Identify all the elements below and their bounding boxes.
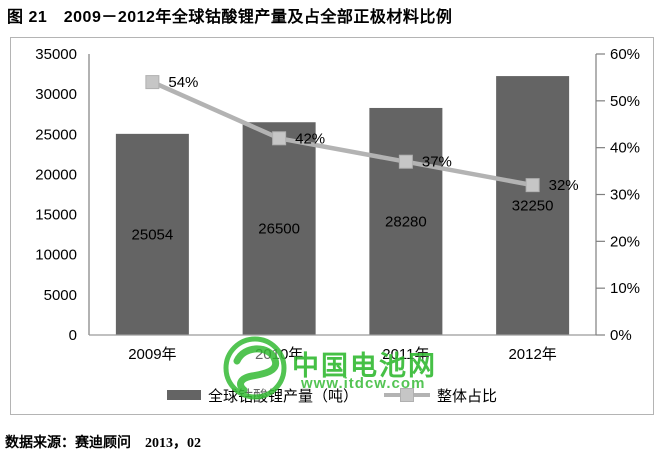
ratio-label-32%: 32% (549, 177, 579, 194)
chart-area: 0 5000 10000 15000 20000 25000 30000 35000 0% 10%… (10, 37, 654, 415)
ratio-label-42%: 42% (295, 130, 325, 147)
right-axis-label-30%: 30% (610, 187, 640, 204)
bar-2009年 (115, 133, 189, 335)
x-axis-label-2012年: 2012年 (508, 346, 556, 363)
legend-item-ratio: 整体占比 (384, 385, 497, 406)
left-axis-label-30000: 30000 (35, 86, 77, 103)
data-source: 数据来源：赛迪顾问 2013，02 (5, 436, 201, 451)
bar-2012年 (496, 76, 570, 336)
ratio-label-54%: 54% (168, 74, 198, 91)
bar-value-26500: 26500 (258, 221, 300, 238)
right-axis-label-10%: 10% (610, 280, 640, 297)
legend-bar-swatch (166, 390, 201, 400)
legend-bar-label: 全球钴酸锂产量（吨） (207, 387, 358, 405)
left-axis-label-20000: 20000 (35, 166, 77, 183)
ratio-marker-2009年 (145, 75, 160, 90)
left-axis-label-35000: 35000 (35, 46, 77, 63)
ratio-label-37%: 37% (422, 154, 452, 171)
legend: 全球钴酸锂产量（吨） 整体占比 (11, 385, 653, 406)
bar-value-25054: 25054 (132, 226, 174, 243)
ratio-line (151, 80, 534, 188)
legend-line-marker (400, 388, 414, 402)
bar-value-28280: 28280 (385, 213, 427, 230)
ratio-marker-2011年 (398, 154, 413, 169)
legend-line-swatch (384, 388, 430, 402)
right-axis-label-0%: 0% (610, 327, 632, 344)
ratio-marker-2012年 (525, 178, 540, 193)
x-axis-label-2010年: 2010年 (255, 346, 303, 363)
right-axis-label-50%: 50% (610, 93, 640, 110)
x-axis-label-2009年: 2009年 (128, 346, 176, 363)
bar-value-32250: 32250 (512, 198, 554, 215)
ratio-marker-2010年 (272, 131, 287, 146)
legend-item-production: 全球钴酸锂产量（吨） (166, 385, 358, 406)
legend-line-label: 整体占比 (437, 387, 498, 405)
left-axis-label-15000: 15000 (35, 207, 77, 224)
x-axis-label-2011年: 2011年 (382, 346, 429, 363)
figure-title: 图 21 2009－2012年全球钴酸锂产量及占全部正极材料比例 (7, 9, 453, 26)
bar-2011年 (369, 107, 443, 336)
right-axis-label-20%: 20% (610, 233, 640, 250)
right-axis-label-40%: 40% (610, 140, 640, 157)
bar-2010年 (242, 122, 316, 335)
left-axis-label-25000: 25000 (35, 126, 77, 143)
left-axis-label-5000: 5000 (44, 287, 77, 304)
left-axis-label-10000: 10000 (35, 247, 77, 264)
chart-svg: 0 5000 10000 15000 20000 25000 30000 35000 0% 10%… (35, 46, 640, 363)
left-axis-label-0: 0 (69, 327, 77, 344)
right-axis-label-60%: 60% (610, 46, 640, 63)
